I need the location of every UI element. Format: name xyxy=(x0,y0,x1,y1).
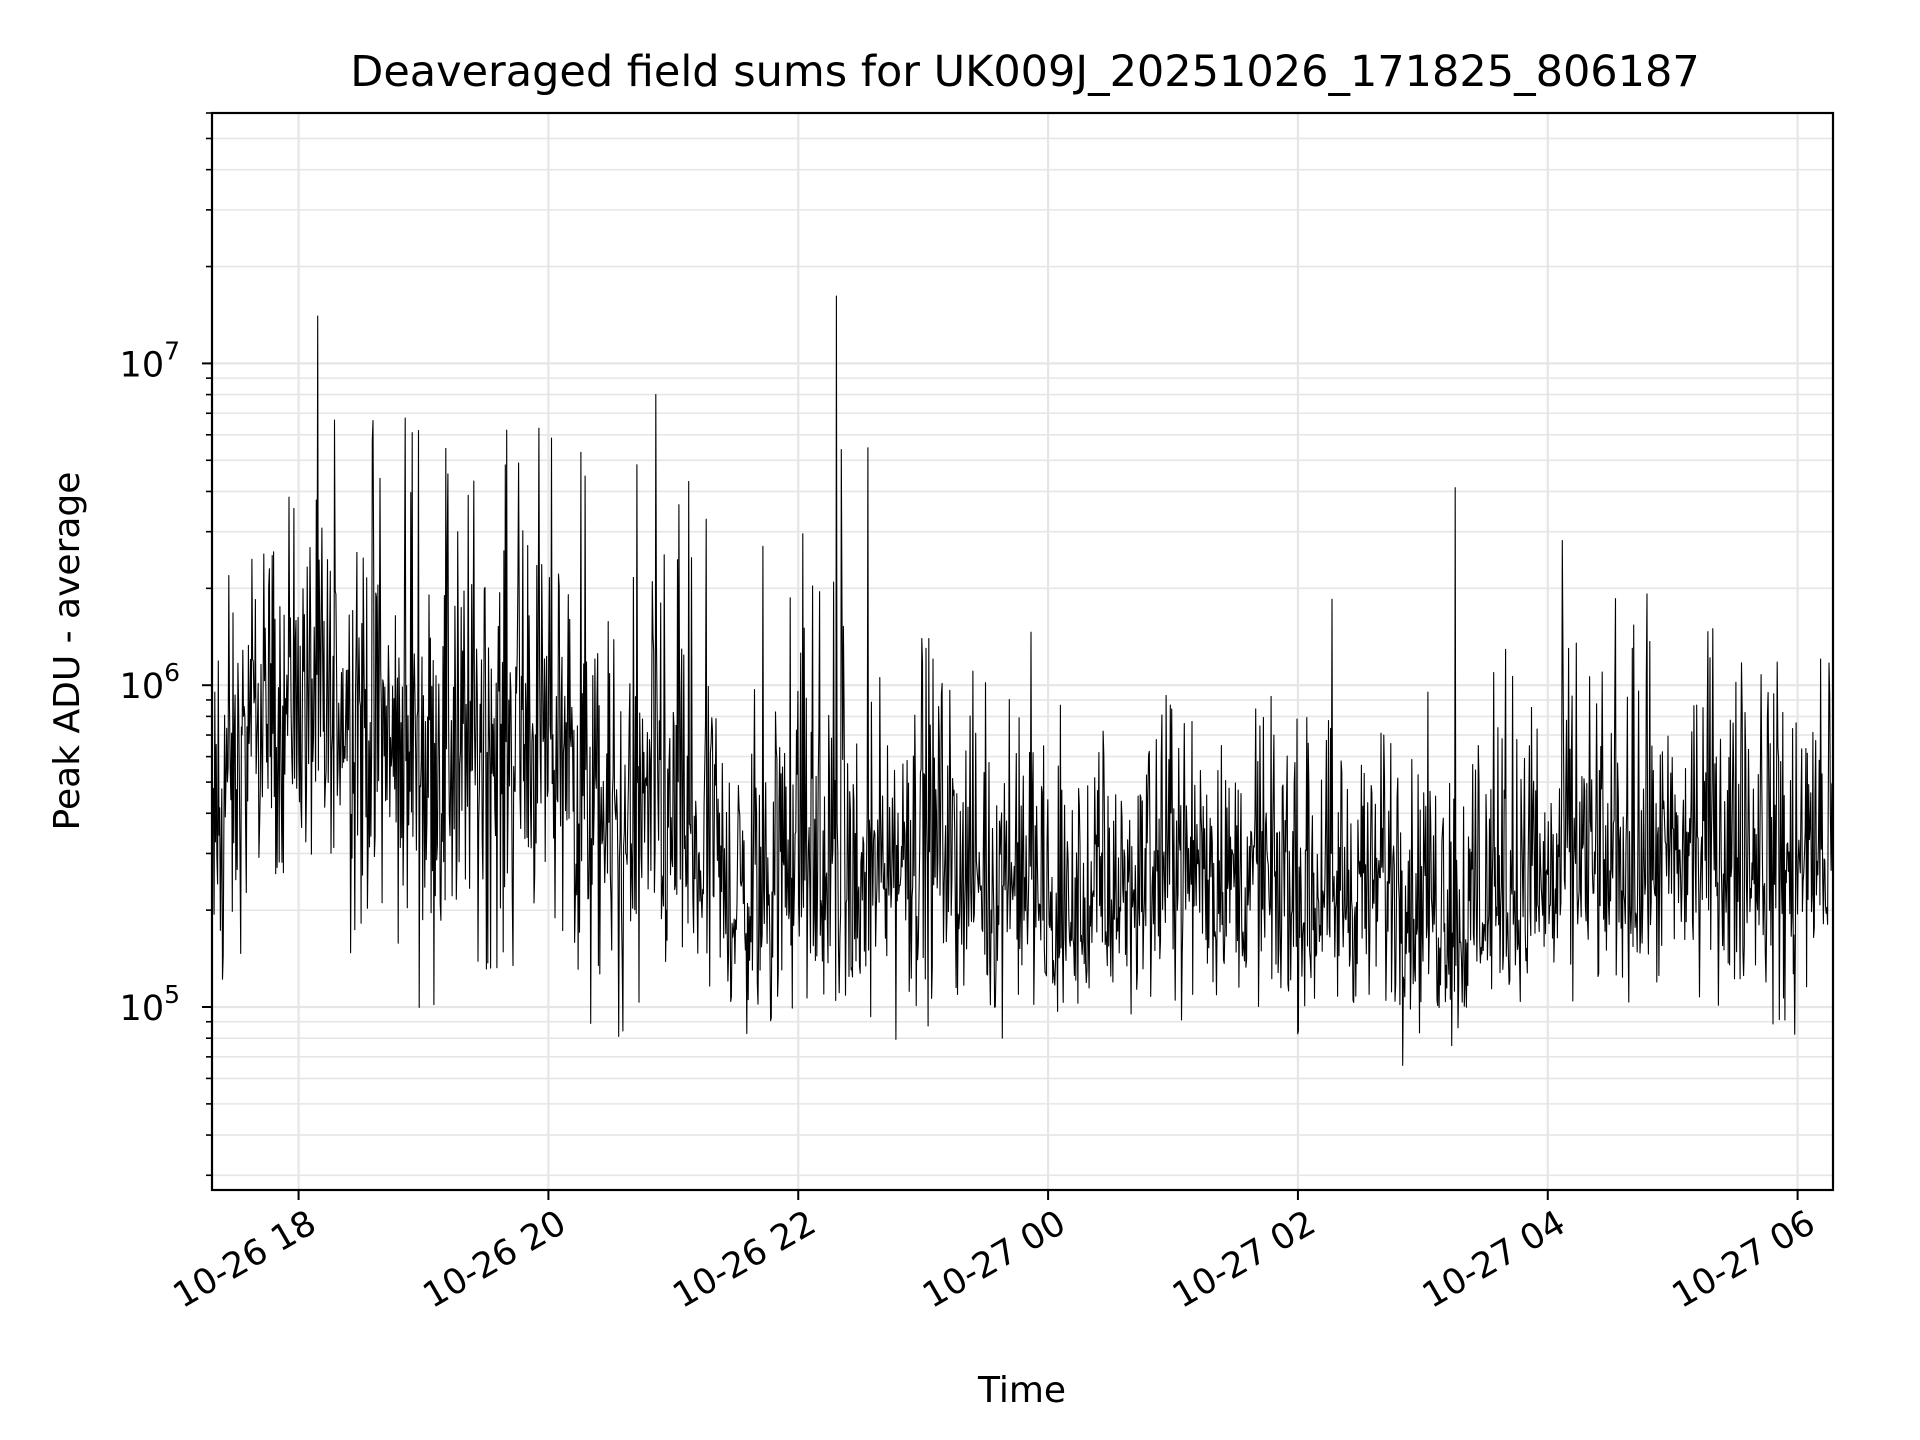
x-tick-label: 10-27 02 xyxy=(1166,1203,1322,1316)
y-tick-label: 106 xyxy=(120,658,180,707)
x-tick-label: 10-27 06 xyxy=(1666,1203,1822,1316)
x-axis-label: Time xyxy=(977,1370,1066,1411)
x-tick-label: 10-26 20 xyxy=(417,1203,573,1316)
y-axis-label: Peak ADU - average xyxy=(47,472,88,831)
x-tick-labels: 10-26 18 10-26 20 10-26 22 10-27 00 10-27 02… xyxy=(167,1203,1822,1316)
y-tick-labels: 105 106 107 xyxy=(120,336,180,1029)
y-tick-label: 107 xyxy=(120,336,180,385)
x-tick-label: 10-26 18 xyxy=(167,1203,323,1316)
series-line xyxy=(211,295,1834,1066)
chart-title: Deaveraged field sums for UK009J_2025102… xyxy=(350,47,1700,97)
series-lines xyxy=(211,295,1834,1066)
plot-frame xyxy=(210,111,1835,1192)
y-tick-label: 105 xyxy=(120,980,180,1029)
axis-ticks xyxy=(202,112,1799,1200)
x-tick-label: 10-27 00 xyxy=(916,1203,1072,1316)
x-tick-label: 10-27 04 xyxy=(1416,1203,1572,1316)
x-tick-label: 10-26 22 xyxy=(666,1203,822,1316)
